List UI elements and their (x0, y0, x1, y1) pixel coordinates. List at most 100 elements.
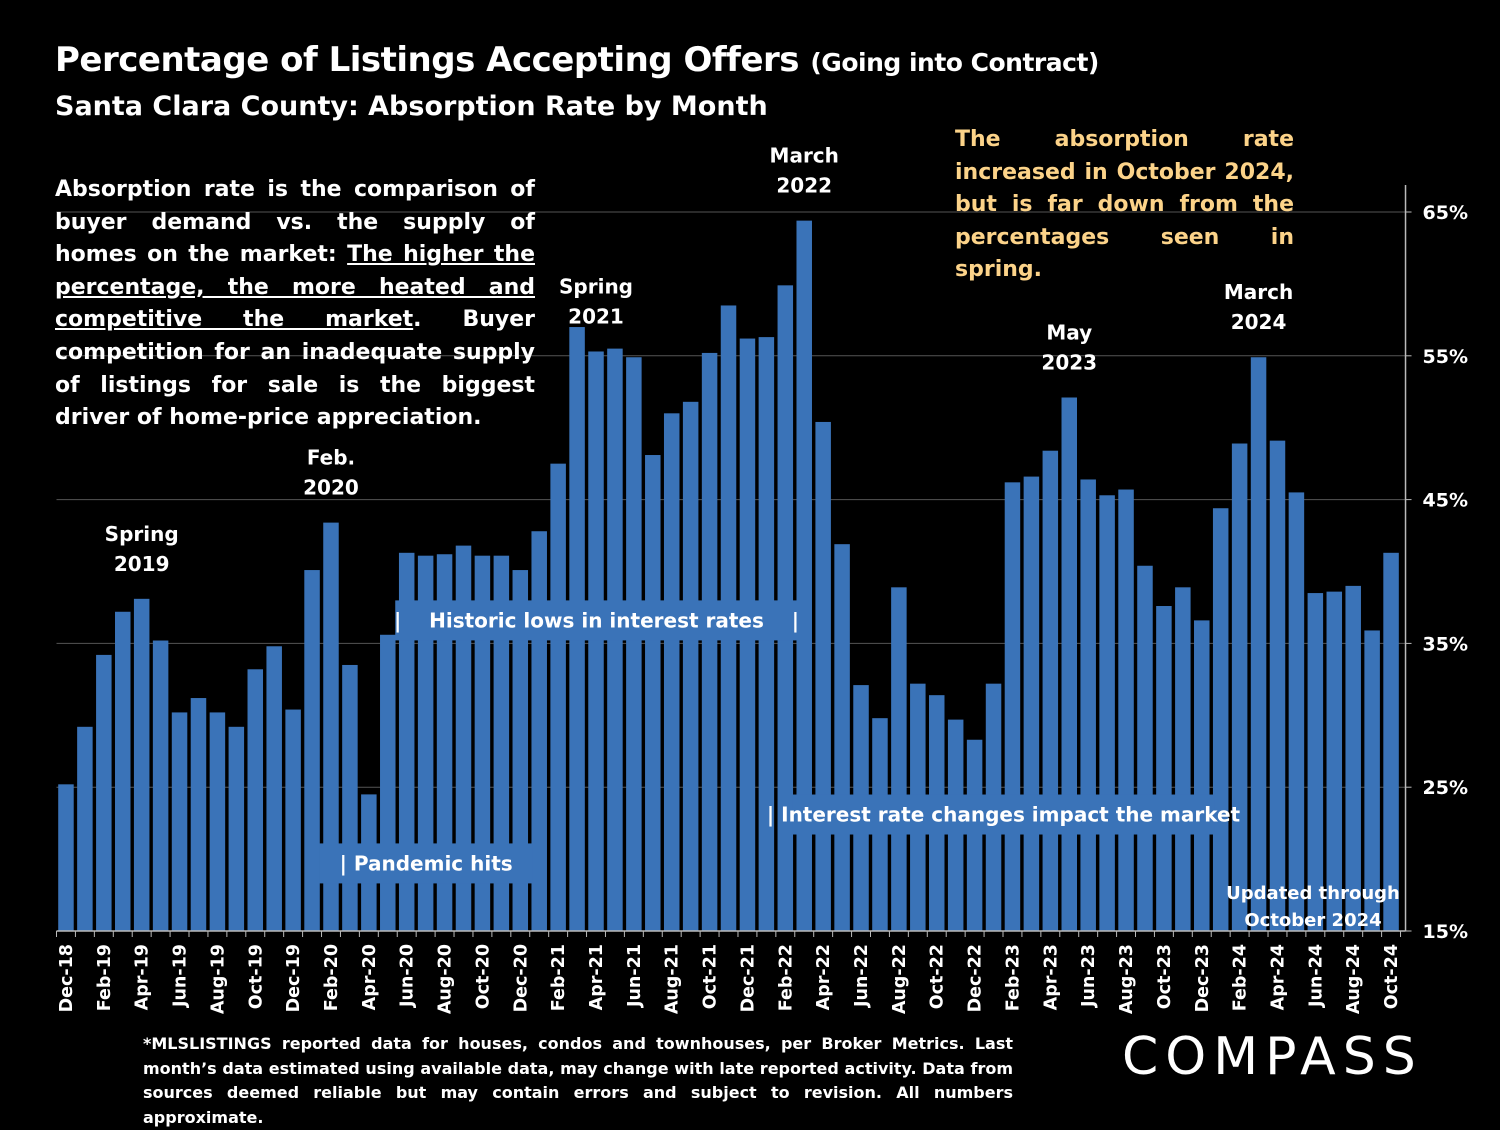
bar (398, 552, 415, 931)
bar (1288, 492, 1305, 931)
bar (531, 531, 547, 931)
bar (1250, 357, 1267, 931)
peak-label: May (1046, 321, 1092, 345)
bar (115, 611, 131, 931)
x-tick-label: Jun-23 (1079, 944, 1099, 1008)
annotation-box (319, 843, 533, 884)
x-tick-label: Feb-21 (549, 944, 569, 1011)
x-tick-label: Dec-20 (511, 944, 531, 1012)
updated-label: October 2024 (1244, 910, 1381, 931)
bar (152, 640, 169, 931)
x-tick-label: Oct-20 (473, 944, 493, 1009)
description-emphasis: The higher the percentage, the more heat… (55, 242, 535, 333)
bar (209, 712, 226, 931)
bar (190, 698, 207, 931)
bar (588, 351, 604, 932)
footnote: *MLSLISTINGS reported data for houses, c… (143, 1034, 1013, 1127)
bar (1383, 552, 1399, 931)
bar (1175, 587, 1191, 931)
x-tick-label: Feb-24 (1231, 944, 1251, 1011)
bar (380, 634, 396, 931)
bar (1345, 585, 1361, 931)
bar (1212, 508, 1229, 931)
chart-subtitle: Santa Clara County: Absorption Rate by M… (55, 91, 768, 122)
bar (436, 554, 453, 931)
bar (1231, 443, 1248, 931)
bar (1156, 606, 1172, 931)
x-tick-label: Apr-22 (814, 944, 834, 1010)
bar (266, 646, 282, 931)
x-tick-label: Apr-21 (587, 944, 607, 1010)
bar (285, 709, 301, 931)
y-tick-label: 35% (1423, 633, 1468, 655)
y-tick-label: 65% (1423, 202, 1468, 224)
bar (701, 352, 718, 931)
x-tick-label: Oct-23 (1155, 944, 1175, 1009)
peak-label: Spring (105, 522, 179, 546)
bar (1004, 482, 1021, 931)
x-tick-label: Dec-23 (1193, 944, 1213, 1012)
x-tick-label: Jun-20 (398, 944, 418, 1008)
x-tick-label: Oct-24 (1382, 944, 1402, 1009)
x-tick-label: Feb-22 (776, 944, 796, 1011)
compass-logo: COMPASS (1122, 1027, 1423, 1087)
bar (493, 555, 510, 931)
x-tick-label: Dec-21 (738, 944, 758, 1012)
bar (342, 664, 358, 931)
bar (304, 570, 320, 931)
x-tick-label: Jun-21 (625, 944, 645, 1008)
bar (1194, 620, 1210, 931)
bar (1042, 450, 1059, 931)
x-tick-label: Jun-19 (171, 944, 191, 1008)
x-tick-label: Oct-22 (928, 944, 948, 1009)
bar (171, 712, 188, 931)
x-tick-label: Aug-24 (1344, 944, 1364, 1014)
x-tick-label: Aug-20 (436, 944, 456, 1014)
peak-label: 2024 (1231, 310, 1287, 334)
peak-label: 2021 (568, 304, 624, 328)
x-tick-label: Oct-19 (246, 944, 266, 1009)
bar (834, 544, 850, 931)
x-tick-label: Feb-23 (1003, 944, 1023, 1011)
x-tick-label: Apr-24 (1268, 944, 1288, 1010)
x-tick-label: Jun-24 (1306, 944, 1326, 1008)
bar (1118, 489, 1134, 931)
bar (96, 654, 112, 931)
annotation-label: | Pandemic hits (340, 851, 513, 875)
x-tick-label: Aug-23 (1117, 944, 1137, 1014)
bar (815, 421, 831, 931)
x-tick-label: Aug-19 (208, 944, 228, 1014)
annotation-box (792, 794, 1215, 835)
bar (247, 669, 264, 931)
bar (663, 413, 680, 931)
x-tick-label: Dec-18 (57, 944, 77, 1012)
x-tick-label: Feb-20 (322, 944, 342, 1011)
bar (417, 555, 434, 931)
bar (550, 463, 566, 931)
y-tick-label: 55% (1423, 346, 1468, 368)
highlight-note: The absorption rate increased in October… (955, 127, 1294, 283)
bar (1137, 565, 1153, 931)
bar (58, 784, 74, 931)
bar (682, 401, 699, 931)
bar (1023, 476, 1040, 931)
bar (1099, 495, 1115, 931)
description-text: Absorption rate is the comparison of buy… (55, 174, 535, 435)
x-tick-label: Apr-20 (360, 944, 380, 1010)
bar (891, 587, 907, 931)
bar (1061, 397, 1078, 931)
y-tick-label: 25% (1423, 777, 1468, 799)
bar (1080, 479, 1096, 931)
bar (133, 598, 150, 931)
annotation-label: | Historic lows in interest rates | (394, 608, 799, 632)
annotation-label: | Interest rate changes impact the marke… (767, 803, 1241, 827)
y-tick-label: 15% (1423, 921, 1468, 943)
bar (455, 545, 472, 931)
peak-label: Spring (559, 274, 633, 298)
bar (966, 739, 983, 931)
peak-label: Feb. (307, 446, 355, 470)
description-rest: . Buyer competition for an inadequate su… (55, 307, 535, 431)
bar (323, 522, 339, 931)
annotation-box (395, 600, 798, 641)
